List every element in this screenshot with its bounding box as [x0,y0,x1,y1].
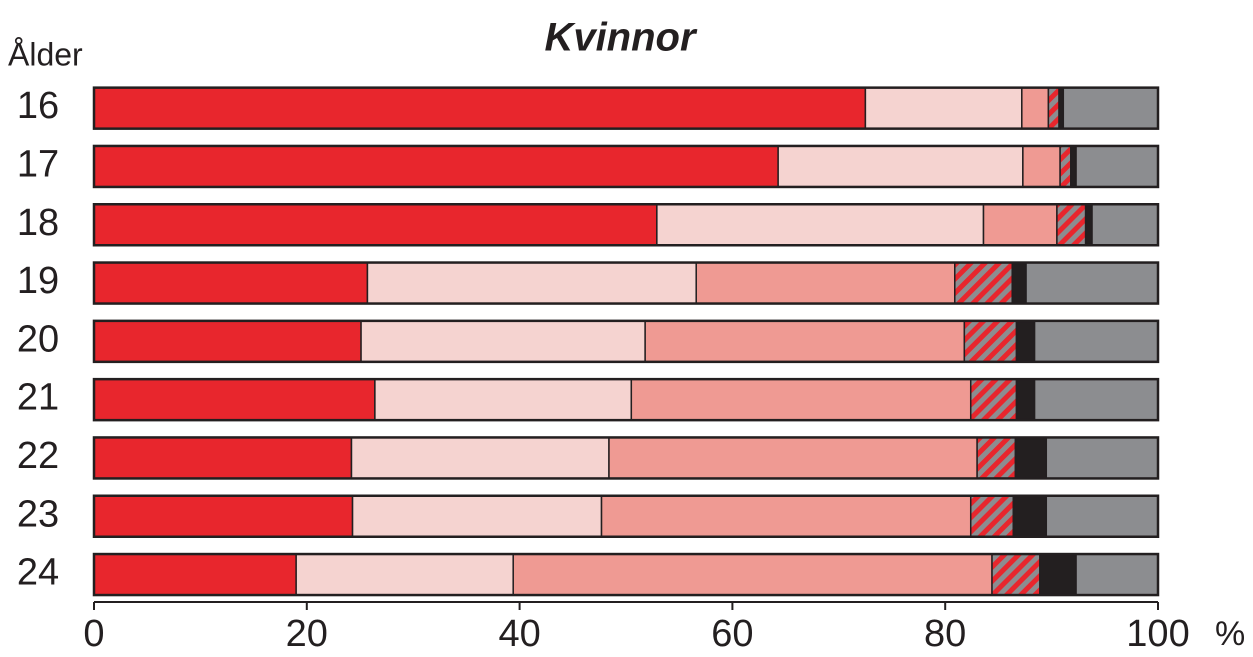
bar-segment [600,495,972,538]
bar-segment [991,553,1041,596]
bar-segment [1075,553,1159,596]
bar-segment [976,436,1017,480]
bar-segment [366,261,697,305]
bar-segment [644,320,966,363]
bar-segment [93,320,362,363]
bar-segment [1039,553,1077,596]
bar-segment [1045,436,1159,480]
bar-segment [1033,378,1159,421]
bar-segment [93,86,867,130]
bar-segment [351,495,603,538]
x-tick-label: 20 [286,613,328,652]
x-tick-label: 40 [498,613,540,652]
bar-segment [93,145,779,188]
bar-segment [1047,86,1060,130]
y-tick-label: 21 [17,377,59,419]
bar-segment [295,553,514,596]
x-tick-label: 100 [1126,613,1189,652]
bar-segment [777,145,1024,188]
bar-segment [374,378,633,421]
bar-segment [1070,145,1077,188]
bar-segment [1091,203,1159,246]
y-tick-label: 20 [17,318,59,360]
bar-outline [92,494,1160,538]
x-tick-label: 60 [711,613,753,652]
bar-segment [630,378,972,421]
bar-segment [1011,261,1027,305]
bar-segment [695,261,956,305]
y-tick-label: 16 [17,85,59,127]
chart-title: Kvinnor [544,16,698,60]
bar-outline [92,261,1160,305]
y-tick-label: 19 [17,260,59,302]
bar-segment [1025,261,1159,305]
bar-segment [93,378,376,421]
bar-segment [1021,86,1050,130]
bar-segment [93,553,297,596]
bar-segment [1062,86,1159,130]
bar-outline [92,319,1160,364]
bar-outline [92,436,1160,480]
y-tick-label: 17 [17,143,59,185]
bar-outline [92,203,1160,247]
bar-segment [1033,320,1159,363]
bar-segment [350,436,610,480]
bar-segment [512,553,993,596]
bar-outline [92,144,1160,189]
bar-segment [864,86,1023,130]
bar-outline [92,552,1160,597]
y-tick-label: 23 [17,493,59,535]
x-tick-label: 80 [924,613,966,652]
bar-segment [93,203,658,246]
bar-segment [982,203,1058,246]
y-tick-label: 22 [17,435,59,477]
bar-segment [1015,378,1036,421]
bar-segment [1022,145,1061,188]
bar-segment [608,436,978,480]
bar-segment [1075,145,1159,188]
bar-segment [1015,320,1036,363]
bar-outline [92,86,1160,130]
bar-segment [954,261,1013,305]
bar-segment [93,261,369,305]
bar-segment [93,436,353,480]
bar-segment [1059,145,1072,188]
y-tick-label: 24 [17,552,59,594]
bar-segment [1045,495,1159,538]
bar-outline [92,377,1160,422]
bar-segment [963,320,1018,363]
bar-segment [656,203,985,246]
bar-segment [1084,203,1093,246]
bar-segment [1056,203,1087,246]
bar-segment [1014,436,1048,480]
x-axis-label: % [1215,615,1245,652]
bar-segment [969,378,1018,421]
bar-segment [1012,495,1048,538]
y-axis-label: Ålder [8,36,83,72]
x-tick-label: 0 [83,613,104,652]
bar-segment [360,320,646,363]
bar-segment [93,495,354,538]
bar-segment [969,495,1015,538]
y-tick-label: 18 [17,202,59,244]
